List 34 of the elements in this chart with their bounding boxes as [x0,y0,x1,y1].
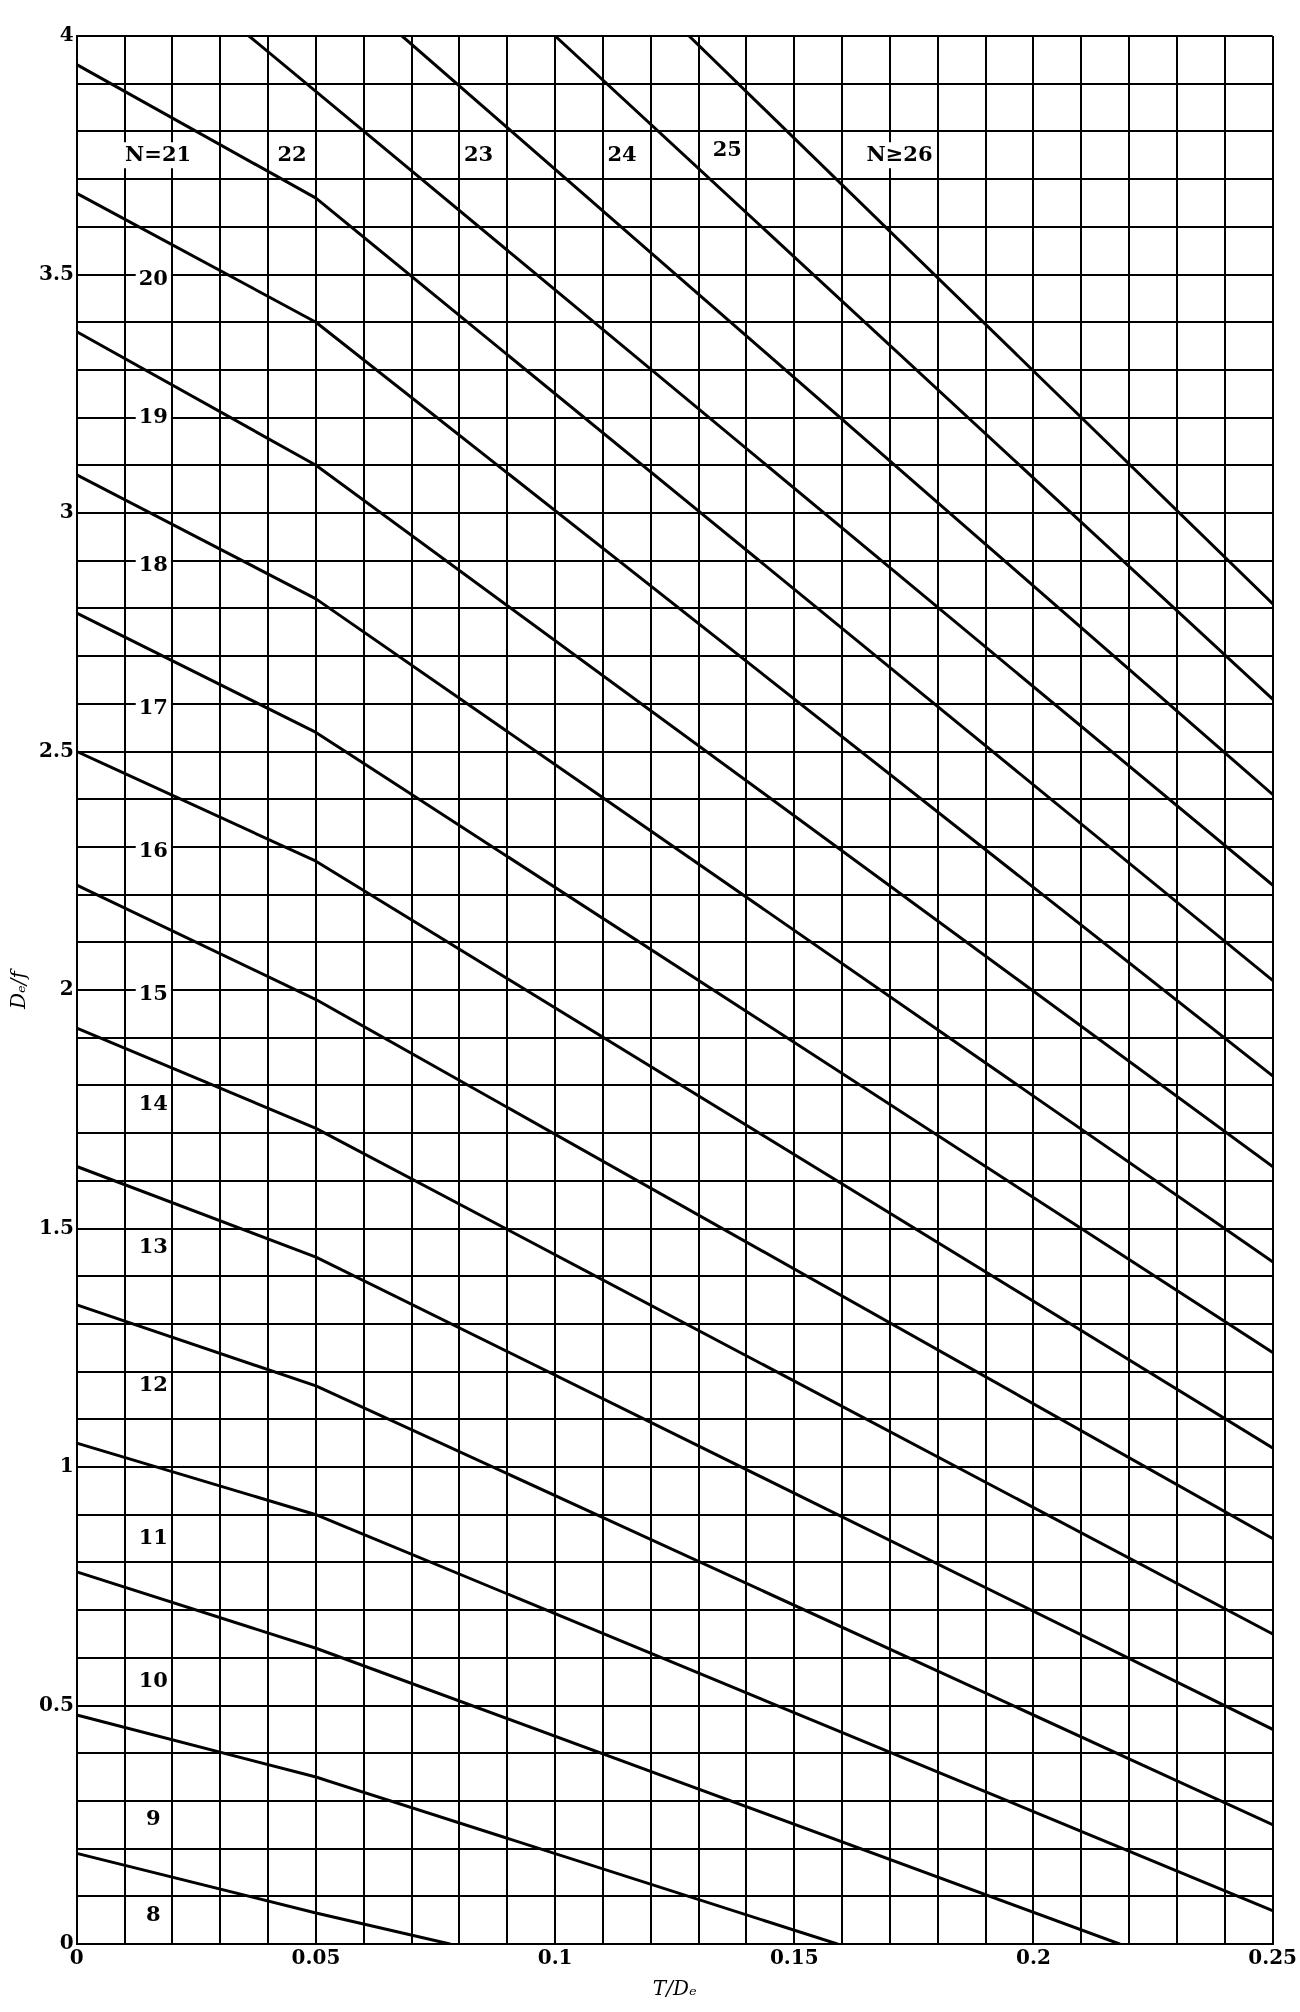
annotation: 25 [712,135,742,161]
y-tick-label: 2.5 [39,737,74,762]
x-tick-label: 0.25 [1248,1945,1297,1970]
x-tick-label: 0.1 [537,1945,573,1970]
annotation: 17 [138,694,168,720]
annotation: 12 [138,1371,168,1397]
y-tick-label: 1 [59,1453,74,1478]
annotation: 18 [138,550,168,576]
annotation: 14 [138,1089,168,1115]
y-tick-label: 0.5 [39,1691,74,1716]
y-tick-label: 2 [59,976,74,1001]
annotation: N≥26 [866,140,933,166]
x-tick-label: 0.2 [1016,1945,1051,1970]
annotation: 20 [138,264,168,290]
annotation: 19 [138,403,168,429]
x-tick-label: 0.05 [291,1945,341,1970]
annotation: 11 [138,1524,168,1549]
annotation: 8 [146,1900,161,1926]
y-tick-label: 3 [59,499,74,524]
annotation: 15 [138,980,168,1006]
x-tick-label: 0.15 [769,1945,819,1970]
annotation: 22 [277,140,307,166]
y-tick-label: 3.5 [39,260,74,285]
x-axis-title: T/Dₑ [652,1976,697,2001]
y-tick-label: 4 [59,22,74,47]
annotation: 10 [138,1667,168,1693]
annotation: 23 [463,140,494,166]
y-tick-label: 1.5 [39,1214,74,1239]
annotation: 9 [146,1805,161,1831]
annotation: 16 [138,837,168,863]
annotation: 24 [607,140,637,166]
annotation: N=21 [125,140,192,166]
y-axis-title: Dₑ/f [6,967,31,1010]
annotation: 13 [138,1233,168,1259]
